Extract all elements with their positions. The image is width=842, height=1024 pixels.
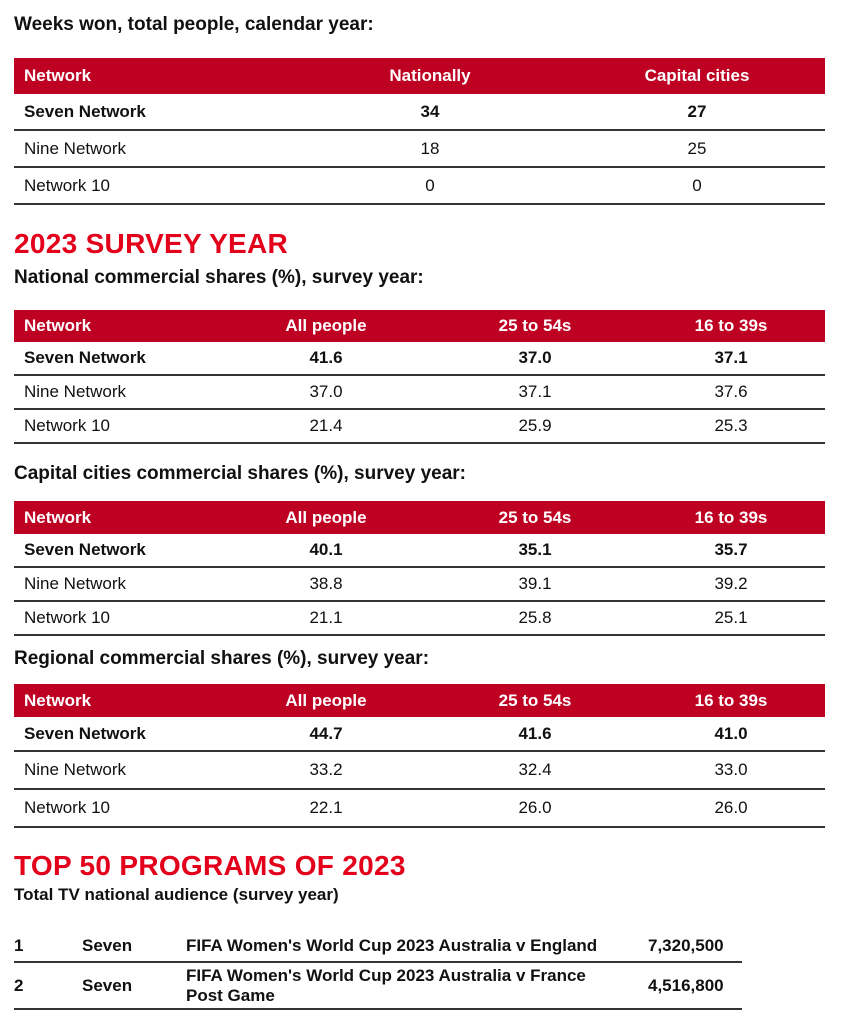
table-cell: 27 xyxy=(687,101,707,121)
table-cell: 33.0 xyxy=(714,760,748,779)
column-header: All people xyxy=(285,507,367,527)
table-cell: 35.7 xyxy=(714,540,748,559)
network-name: Nine Network xyxy=(24,760,127,779)
column-header: 16 to 39s xyxy=(694,507,768,527)
table-row: Network 10 21.1 25.8 25.1 xyxy=(14,602,825,636)
table-row: Nine Network 33.2 32.4 33.0 xyxy=(14,752,825,790)
program-audience: 7,320,500 xyxy=(648,936,724,955)
table-cell: 41.0 xyxy=(714,723,748,743)
table-header-row: Network All people 25 to 54s 16 to 39s xyxy=(14,501,825,534)
table-row: Seven Network 40.1 35.1 35.7 xyxy=(14,534,825,568)
program-network: Seven xyxy=(82,936,133,955)
table-cell: 26.0 xyxy=(714,798,748,817)
table-cell: 34 xyxy=(420,101,440,121)
top50-heading: TOP 50 PROGRAMS OF 2023 xyxy=(14,850,406,881)
table-cell: 25.1 xyxy=(714,608,748,627)
survey-year-heading: 2023 SURVEY YEAR xyxy=(14,228,289,259)
top50-subtitle: Total TV national audience (survey year) xyxy=(14,885,339,904)
table-cell: 33.2 xyxy=(309,760,343,779)
table-cell: 41.6 xyxy=(518,723,552,743)
program-audience: 4,516,800 xyxy=(648,975,724,995)
table-cell: 32.4 xyxy=(518,760,552,779)
network-name: Seven Network xyxy=(24,101,146,121)
network-name: Seven Network xyxy=(24,723,146,743)
program-network: Seven xyxy=(82,975,133,995)
network-name: Network 10 xyxy=(24,798,110,817)
column-header: Network xyxy=(24,316,92,335)
network-name: Nine Network xyxy=(24,382,127,401)
table-cell: 25 xyxy=(687,138,707,158)
network-name: Network 10 xyxy=(24,608,110,627)
table-cell: 25.3 xyxy=(714,416,748,435)
network-name: Seven Network xyxy=(24,348,146,367)
table-cell: 44.7 xyxy=(309,723,343,743)
top50-table: 1 Seven FIFA Women's World Cup 2023 Austra… xyxy=(14,931,742,1010)
network-name: Seven Network xyxy=(24,540,146,559)
table-cell: 18 xyxy=(420,138,440,158)
table-cell: 39.1 xyxy=(518,574,552,593)
column-header: 25 to 54s xyxy=(498,316,572,335)
regional-shares-title: Regional commercial shares (%), survey y… xyxy=(14,648,430,669)
table-cell: 37.0 xyxy=(518,348,552,367)
network-name: Network 10 xyxy=(24,175,110,195)
table-cell: 41.6 xyxy=(309,348,343,367)
program-title: FIFA Women's World Cup 2023 Australia v … xyxy=(186,965,586,1005)
regional-shares-table: Network All people 25 to 54s 16 to 39s Seven… xyxy=(14,684,825,828)
column-header: 16 to 39s xyxy=(694,316,768,335)
column-header: Capital cities xyxy=(644,66,750,85)
column-header: All people xyxy=(285,316,367,335)
national-shares-title: National commercial shares (%), survey y… xyxy=(14,267,424,288)
table-header-row: Network Nationally Capital cities xyxy=(14,58,825,94)
table-row: Seven Network 44.7 41.6 41.0 xyxy=(14,717,825,752)
column-header: Network xyxy=(24,507,92,527)
table-row: Network 10 22.1 26.0 26.0 xyxy=(14,790,825,828)
program-title: FIFA Women's World Cup 2023 Australia v … xyxy=(186,936,598,955)
column-header: 16 to 39s xyxy=(694,690,768,710)
table-cell: 21.4 xyxy=(309,416,343,435)
column-header: Network xyxy=(24,66,92,85)
weeks-won-table: Network Nationally Capital cities Seven Net… xyxy=(14,58,825,205)
table-cell: 38.8 xyxy=(309,574,343,593)
network-name: Nine Network xyxy=(24,138,127,158)
table-cell: 21.1 xyxy=(309,608,343,627)
table-cell: 37.1 xyxy=(518,382,552,401)
column-header: 25 to 54s xyxy=(498,507,572,527)
capital-shares-table: Network All people 25 to 54s 16 to 39s Seven… xyxy=(14,501,825,636)
table-row: Nine Network 38.8 39.1 39.2 xyxy=(14,568,825,602)
table-cell: 40.1 xyxy=(309,540,343,559)
program-rank: 2 xyxy=(14,975,24,995)
table-cell: 25.8 xyxy=(518,608,552,627)
column-header: 25 to 54s xyxy=(498,690,572,710)
column-header: All people xyxy=(285,690,367,710)
table-cell: 25.9 xyxy=(518,416,552,435)
table-cell: 0 xyxy=(425,175,435,195)
table-row: Seven Network 34 27 xyxy=(14,94,825,131)
table-cell: 37.1 xyxy=(714,348,748,367)
national-shares-table: Network All people 25 to 54s 16 to 39s Seven… xyxy=(14,310,825,444)
column-header: Nationally xyxy=(389,66,471,85)
table-cell: 39.2 xyxy=(714,574,748,593)
capital-shares-title: Capital cities commercial shares (%), su… xyxy=(14,463,467,484)
table-cell: 26.0 xyxy=(518,798,552,817)
column-header: Network xyxy=(24,690,92,710)
network-name: Network 10 xyxy=(24,416,110,435)
program-row: 1 Seven FIFA Women's World Cup 2023 Austra… xyxy=(14,931,742,963)
weeks-won-title: Weeks won, total people, calendar year: xyxy=(14,14,374,35)
table-row: Network 10 21.4 25.9 25.3 xyxy=(14,410,825,444)
table-row: Nine Network 18 25 xyxy=(14,131,825,168)
table-cell: 0 xyxy=(692,175,702,195)
table-row: Nine Network 37.0 37.1 37.6 xyxy=(14,376,825,410)
table-header-row: Network All people 25 to 54s 16 to 39s xyxy=(14,310,825,342)
table-row: Seven Network 41.6 37.0 37.1 xyxy=(14,342,825,376)
table-cell: 37.6 xyxy=(714,382,748,401)
table-row: Network 10 0 0 xyxy=(14,168,825,205)
table-cell: 37.0 xyxy=(309,382,343,401)
program-row: 2 Seven FIFA Women's World Cup 2023 Austra… xyxy=(14,963,742,1010)
table-cell: 22.1 xyxy=(309,798,343,817)
program-rank: 1 xyxy=(14,936,24,955)
table-header-row: Network All people 25 to 54s 16 to 39s xyxy=(14,684,825,717)
table-cell: 35.1 xyxy=(518,540,552,559)
network-name: Nine Network xyxy=(24,574,127,593)
